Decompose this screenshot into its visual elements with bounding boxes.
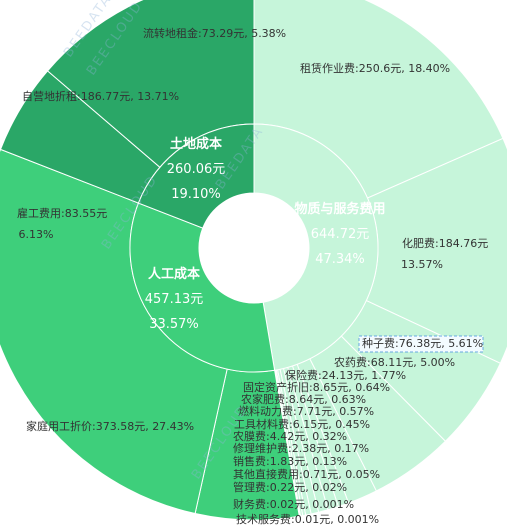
leaf-label: 家庭用工折价:373.58元, 27.43% (26, 419, 194, 433)
leaf-label: 管理费:0.22元, 0.02% (233, 480, 347, 494)
category-name: 土地成本 (170, 136, 222, 152)
category-percent: 47.34% (315, 252, 365, 267)
leaf-label: 燃料动力费:7.71元, 0.57% (238, 404, 374, 418)
leaf-label: 自营地折租:186.77元, 13.71% (22, 89, 179, 103)
leaf-label: 修理维护费:2.38元, 0.17% (233, 441, 369, 455)
leaf-label: 种子费:76.38元, 5.61% (362, 336, 483, 350)
leaf-labels: 流转地租金:73.29元, 5.38% 自营地折租:186.77元, 13.71%… (17, 26, 488, 526)
leaf-label: 流转地租金:73.29元, 5.38% (143, 26, 286, 40)
leaf-label: 技术服务费:0.01元, 0.001% (236, 513, 379, 526)
inner-ring (129, 123, 379, 373)
highlight-box (358, 335, 484, 353)
category-value: 457.13元 (145, 292, 204, 307)
category-percent: 33.57% (149, 317, 199, 332)
leaf-label: 农家肥费:8.64元, 0.63% (241, 392, 366, 406)
leaf-label-percent: 13.57% (401, 258, 443, 271)
leaf-label: 农膜费:4.42元, 0.32% (233, 429, 347, 443)
leaf-label: 工具材料费:6.15元, 0.45% (234, 417, 370, 431)
category-labels: 土地成本 260.06元 19.10% 人工成本 457.13元 33.57% 物质与服务费… (145, 136, 386, 332)
category-value: 644.72元 (311, 227, 370, 242)
category-name: 人工成本 (148, 266, 200, 282)
leaf-label: 农药费:68.11元, 5.00% (334, 355, 455, 369)
category-name: 物质与服务费用 (294, 201, 385, 217)
category-percent: 19.10% (171, 187, 221, 202)
leaf-label: 销售费:1.83元, 0.13% (233, 454, 347, 468)
leaf-label: 化肥费:184.76元 (402, 236, 488, 250)
leaf-label: 租赁作业费:250.6元, 18.40% (300, 61, 450, 75)
leaf-label: 财务费:0.02元, 0.001% (233, 497, 354, 511)
center-hole (199, 193, 309, 303)
leaf-label: 雇工费用:83.55元 (17, 206, 107, 220)
category-value: 260.06元 (167, 162, 226, 177)
leaf-label: 其他直接费用:0.71元, 0.05% (233, 467, 380, 481)
leaf-label-percent: 6.13% (19, 228, 54, 241)
leaf-label: 保险费:24.13元, 1.77% (285, 368, 406, 382)
leaf-label: 固定资产折旧:8.65元, 0.64% (243, 380, 390, 394)
